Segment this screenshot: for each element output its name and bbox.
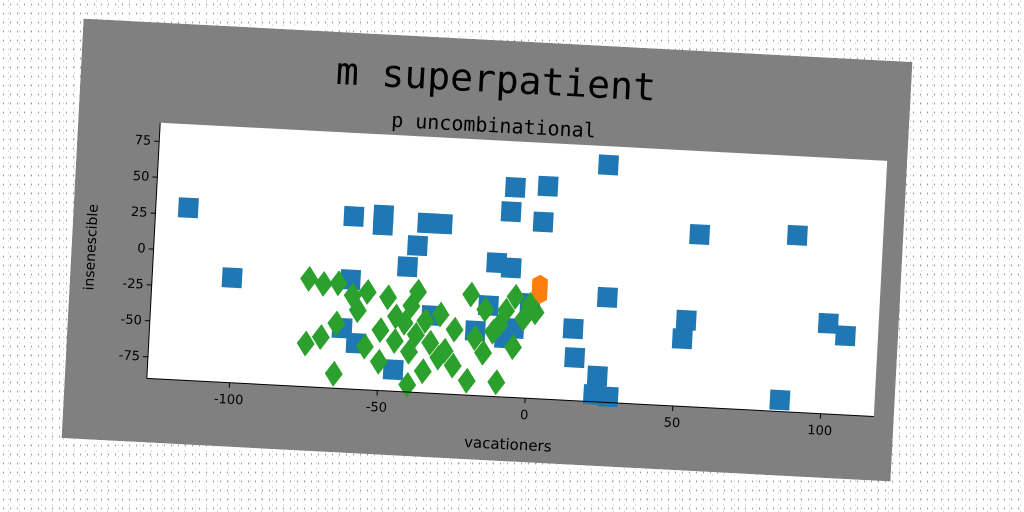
series-2-point-30 bbox=[296, 330, 315, 357]
data-marks bbox=[177, 154, 856, 411]
series-2-point-13 bbox=[462, 281, 481, 308]
series-0-point-21 bbox=[537, 175, 559, 197]
series-2-point-11 bbox=[431, 301, 450, 328]
series-0-point-18 bbox=[500, 201, 522, 223]
series-0-point-26 bbox=[562, 318, 584, 340]
series-2-point-36 bbox=[487, 369, 506, 396]
series-2-point-21 bbox=[484, 318, 503, 345]
series-2-point-33 bbox=[413, 358, 432, 385]
series-0-point-13 bbox=[382, 359, 404, 381]
series-0-point-2 bbox=[343, 205, 365, 227]
y-tick-label-2: 25 bbox=[131, 205, 148, 221]
series-2-point-7 bbox=[387, 303, 406, 330]
series-0-point-38 bbox=[834, 325, 856, 347]
series-2-point-2 bbox=[329, 270, 348, 297]
series-0-point-20 bbox=[532, 211, 554, 233]
series-2-point-34 bbox=[443, 352, 462, 379]
x-tick-label-0: -100 bbox=[214, 392, 244, 409]
series-0-point-1 bbox=[221, 267, 243, 289]
series-0-point-27 bbox=[564, 347, 586, 369]
series-0-point-19 bbox=[504, 176, 526, 198]
series-0-point-31 bbox=[596, 286, 618, 308]
series-2-point-3 bbox=[343, 282, 362, 309]
x-tick-label-3: 50 bbox=[663, 415, 680, 431]
x-tick-label-4: 100 bbox=[807, 423, 833, 439]
series-2-point-14 bbox=[465, 324, 484, 351]
y-tick-label-1: 50 bbox=[132, 169, 149, 185]
series-2-point-41 bbox=[395, 309, 414, 336]
series-0-point-36 bbox=[786, 224, 808, 246]
series-2-point-9 bbox=[409, 278, 428, 305]
y-tick-label-6: -75 bbox=[118, 348, 140, 364]
series-2-point-15 bbox=[476, 296, 495, 323]
series-2-point-35 bbox=[457, 367, 476, 394]
series-2-point-31 bbox=[324, 360, 343, 387]
series-0-point-16 bbox=[500, 257, 522, 279]
series-2-point-37 bbox=[474, 339, 493, 366]
y-tick-label-3: 0 bbox=[137, 241, 146, 256]
series-2-point-20 bbox=[496, 297, 515, 324]
series-2-point-27 bbox=[355, 333, 374, 360]
series-0-point-8 bbox=[397, 256, 419, 278]
series-2-point-4 bbox=[348, 297, 367, 324]
series-0-point-28 bbox=[586, 365, 608, 387]
x-axis-label: vacationers bbox=[464, 433, 552, 456]
series-2-point-25 bbox=[385, 327, 404, 354]
y-tick-label-0: 75 bbox=[134, 133, 151, 149]
axes: -100 -50 0 50 100 75 50 25 0 -25 -50 -75 bbox=[118, 122, 874, 439]
series-0-point-4 bbox=[372, 214, 394, 236]
series-2-point-12 bbox=[445, 316, 464, 343]
series-0-point-37 bbox=[817, 312, 839, 334]
series-0-point-25 bbox=[597, 154, 619, 176]
y-axis-line bbox=[146, 122, 161, 379]
series-2-point-39 bbox=[406, 321, 425, 348]
series-0-point-30 bbox=[597, 386, 619, 408]
series-0-point-6 bbox=[431, 213, 453, 235]
x-axis-line bbox=[146, 377, 874, 417]
series-0-point-35 bbox=[769, 389, 791, 411]
series-2-point-24 bbox=[400, 338, 418, 365]
series-2-point-43 bbox=[526, 299, 545, 326]
y-tick-label-5: -50 bbox=[120, 312, 142, 328]
series-2-point-38 bbox=[369, 348, 388, 375]
series-2-point-17 bbox=[506, 283, 525, 310]
series-2-point-5 bbox=[358, 279, 377, 305]
series-2-point-0 bbox=[300, 265, 319, 292]
series-0-point-0 bbox=[177, 197, 199, 219]
x-tick-label-1: -50 bbox=[365, 400, 387, 416]
series-2-point-42 bbox=[503, 334, 522, 361]
series-2-point-26 bbox=[371, 317, 390, 344]
chart-figure: m superpatient p uncombinational -100 -50… bbox=[61, 18, 913, 482]
y-axis-label: insenescible bbox=[81, 204, 102, 291]
series-0-point-34 bbox=[689, 224, 711, 246]
series-2-point-10 bbox=[416, 307, 435, 334]
series-2-point-6 bbox=[379, 284, 398, 311]
series-2-point-1 bbox=[314, 270, 333, 297]
x-tick-label-2: 0 bbox=[520, 408, 529, 423]
series-2-point-28 bbox=[327, 310, 346, 337]
y-tick-label-4: -25 bbox=[122, 276, 144, 292]
series-0-point-32 bbox=[675, 309, 697, 331]
series-0-point-33 bbox=[671, 328, 693, 350]
series-2-point-23 bbox=[421, 329, 440, 356]
series-2-point-29 bbox=[311, 324, 330, 351]
series-0-point-7 bbox=[407, 235, 429, 257]
scatter-chart-svg: m superpatient p uncombinational -100 -50… bbox=[61, 18, 913, 482]
series-2-point-40 bbox=[429, 344, 448, 371]
